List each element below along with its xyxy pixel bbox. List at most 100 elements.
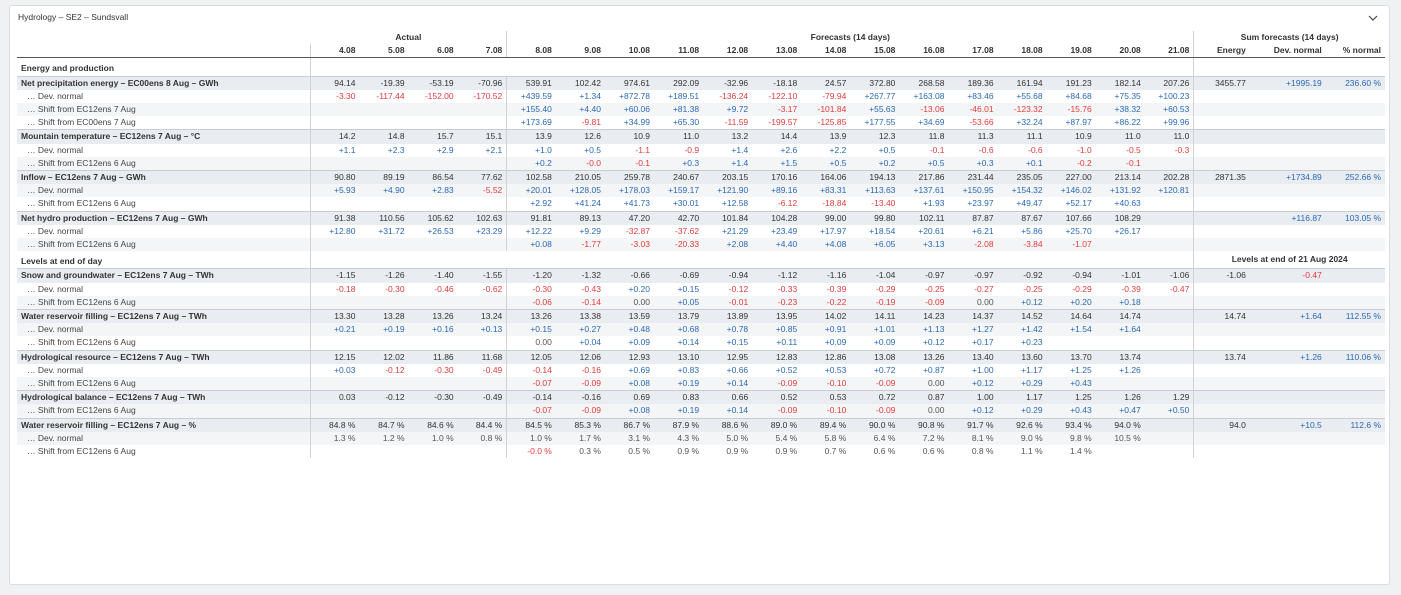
table-cell: -0.1: [1095, 156, 1145, 171]
date-header[interactable]: 9.08: [555, 44, 605, 59]
table-cell: +0.18: [1095, 295, 1145, 310]
table-cell: +4.90: [359, 184, 409, 198]
table-cell: +178.03: [604, 184, 655, 198]
date-header[interactable]: 5.08: [359, 44, 409, 59]
sum-cell: [1250, 336, 1326, 350]
table-cell: +137.61: [899, 184, 949, 198]
date-header[interactable]: 14.08: [801, 44, 851, 59]
table-row: Water reservoir filling – EC12ens 7 Aug …: [17, 417, 1385, 432]
date-header[interactable]: 21.08: [1144, 44, 1194, 59]
date-header[interactable]: 16.08: [899, 44, 949, 59]
row-label: … Shift from EC00ens 7 Aug: [27, 117, 136, 128]
table-cell: [408, 156, 458, 171]
table-cell: 99.80: [850, 210, 900, 225]
table-cell: +0.12: [997, 295, 1047, 310]
sum-cell: [1193, 89, 1250, 104]
sum-cell: 103.05 %: [1325, 210, 1385, 225]
table-cell: 1.0 %: [408, 431, 458, 446]
table-cell: [359, 156, 409, 171]
date-header[interactable]: 11.08: [654, 44, 704, 59]
table-cell: +1.26: [1119, 364, 1141, 375]
table-cell: 13.28: [359, 309, 409, 324]
table-cell: +163.08: [913, 90, 945, 101]
table-cell: -20.33: [654, 238, 704, 252]
table-cell: +0.3: [948, 156, 998, 171]
sum-column-header[interactable]: Energy: [1193, 44, 1250, 59]
table-cell: -0.09: [752, 377, 802, 391]
table-cell: 15.1: [457, 129, 507, 144]
table-cell: 102.58: [506, 170, 556, 185]
table-cell: -0.39: [1121, 283, 1141, 294]
table-cell: +41.24: [574, 198, 601, 209]
table-cell: [1145, 225, 1194, 238]
sum-cell: [1249, 129, 1326, 144]
table-cell: +0.12: [948, 404, 998, 419]
table-cell: -0.27: [974, 283, 994, 294]
table-cell: +0.17: [972, 337, 994, 348]
sum-column-header[interactable]: Dev. normal: [1249, 44, 1326, 59]
table-cell: 14.11: [850, 309, 900, 324]
table-cell: 12.86: [801, 349, 851, 364]
table-cell: +83.31: [801, 184, 851, 198]
table-cell: +0.3: [654, 156, 704, 171]
table-cell: 12.15: [309, 349, 360, 364]
table-subrow: … Dev. normal -3.30 -117.44 -152.00 -170.52 +…: [17, 89, 1385, 104]
table-cell: -15.76: [1046, 103, 1096, 117]
table-cell: +34.69: [918, 117, 945, 128]
table-cell: 14.74: [1095, 309, 1145, 324]
date-header[interactable]: 17.08: [948, 44, 998, 59]
date-header[interactable]: 18.08: [997, 44, 1047, 59]
sum-cell: [1193, 156, 1250, 171]
table-cell: -18.18: [752, 75, 802, 90]
table-cell: [408, 295, 458, 310]
sum-column-header[interactable]: % normal: [1325, 44, 1385, 59]
table-cell: 10.9: [604, 129, 655, 144]
table-cell: -152.00: [424, 90, 454, 101]
table-cell: [1145, 364, 1194, 377]
table-cell: +23.29: [476, 225, 503, 236]
chevron-down-icon[interactable]: [1367, 13, 1379, 23]
sum-cell: +1734.89: [1249, 170, 1326, 185]
table-cell: -18.84: [822, 198, 847, 209]
sum-cell: [1249, 390, 1326, 405]
date-header[interactable]: 8.08: [506, 44, 556, 59]
date-header[interactable]: 15.08: [850, 44, 900, 59]
date-header[interactable]: 13.08: [752, 44, 802, 59]
table-cell: 84.8 %: [309, 417, 360, 432]
table-cell: +0.47: [1095, 404, 1145, 419]
table-cell: +6.21: [972, 225, 994, 236]
table-cell: -3.17: [752, 103, 802, 117]
table-cell: +0.5: [899, 156, 949, 171]
table-cell: -0.2: [1046, 156, 1096, 171]
table-cell: 194.13: [850, 170, 900, 185]
table-cell: -0.6: [1027, 144, 1043, 155]
table-cell: -0.14: [555, 295, 605, 310]
table-cell: 77.62: [457, 170, 507, 185]
sum-cell: [1326, 283, 1385, 296]
table-cell: 11.1: [997, 129, 1047, 144]
sum-cell: [1325, 404, 1385, 419]
table-cell: -0.49: [457, 390, 507, 405]
table-cell: -1.01: [1095, 268, 1145, 283]
table-cell: 292.09: [654, 75, 704, 90]
table-cell: +0.14: [677, 337, 700, 348]
table-cell: +0.5: [584, 144, 601, 155]
date-header[interactable]: 12.08: [703, 44, 753, 59]
table-cell: +2.9: [436, 144, 454, 155]
date-header[interactable]: 6.08: [408, 44, 458, 59]
table-cell: +0.87: [922, 364, 945, 375]
date-header[interactable]: 10.08: [604, 44, 655, 59]
table-cell: -0.23: [752, 295, 802, 310]
date-header[interactable]: 19.08: [1046, 44, 1096, 59]
table-cell: 0.9 %: [726, 446, 749, 457]
table-cell: [1144, 210, 1194, 225]
table-cell: 24.57: [801, 75, 851, 90]
date-header[interactable]: 20.08: [1095, 44, 1145, 59]
table-cell: +2.1: [485, 144, 503, 155]
date-header[interactable]: 4.08: [309, 44, 360, 59]
table-cell: -0.49: [482, 364, 503, 375]
table-cell: 11.0: [654, 129, 704, 144]
forecasts-header: Forecasts (14 days): [506, 31, 1194, 45]
table-subrow: … Shift from EC12ens 7 Aug +155.40 +4.40 +6…: [17, 103, 1385, 117]
date-header[interactable]: 7.08: [457, 44, 507, 59]
